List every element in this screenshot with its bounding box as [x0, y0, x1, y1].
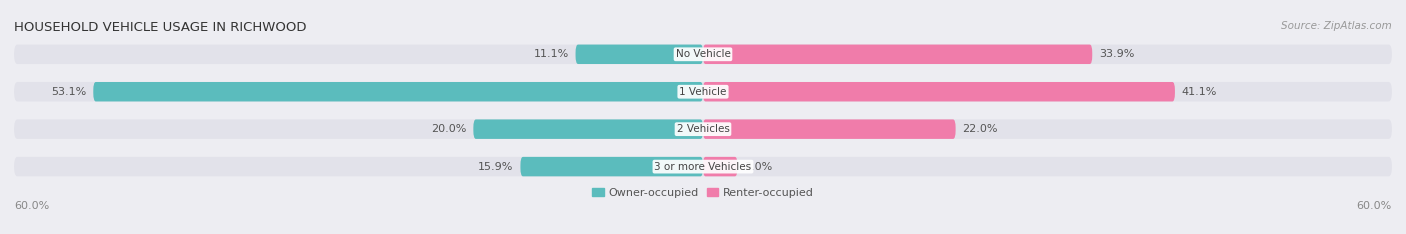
Text: 3.0%: 3.0%: [744, 162, 772, 172]
FancyBboxPatch shape: [703, 82, 1175, 102]
Text: 41.1%: 41.1%: [1182, 87, 1218, 97]
FancyBboxPatch shape: [474, 119, 703, 139]
Text: 1 Vehicle: 1 Vehicle: [679, 87, 727, 97]
Text: 11.1%: 11.1%: [533, 49, 568, 59]
Legend: Owner-occupied, Renter-occupied: Owner-occupied, Renter-occupied: [588, 183, 818, 202]
Text: 20.0%: 20.0%: [432, 124, 467, 134]
FancyBboxPatch shape: [14, 44, 1392, 64]
FancyBboxPatch shape: [703, 157, 738, 176]
Text: Source: ZipAtlas.com: Source: ZipAtlas.com: [1281, 21, 1392, 31]
FancyBboxPatch shape: [520, 157, 703, 176]
FancyBboxPatch shape: [14, 157, 1392, 176]
Text: 22.0%: 22.0%: [963, 124, 998, 134]
Text: 60.0%: 60.0%: [14, 201, 49, 211]
Text: No Vehicle: No Vehicle: [675, 49, 731, 59]
Text: 33.9%: 33.9%: [1099, 49, 1135, 59]
Text: 3 or more Vehicles: 3 or more Vehicles: [654, 162, 752, 172]
FancyBboxPatch shape: [575, 44, 703, 64]
FancyBboxPatch shape: [14, 119, 1392, 139]
FancyBboxPatch shape: [703, 44, 1092, 64]
Text: 15.9%: 15.9%: [478, 162, 513, 172]
Text: 60.0%: 60.0%: [1357, 201, 1392, 211]
Text: HOUSEHOLD VEHICLE USAGE IN RICHWOOD: HOUSEHOLD VEHICLE USAGE IN RICHWOOD: [14, 21, 307, 34]
FancyBboxPatch shape: [14, 82, 1392, 102]
FancyBboxPatch shape: [703, 119, 956, 139]
FancyBboxPatch shape: [93, 82, 703, 102]
Text: 2 Vehicles: 2 Vehicles: [676, 124, 730, 134]
Text: 53.1%: 53.1%: [51, 87, 86, 97]
